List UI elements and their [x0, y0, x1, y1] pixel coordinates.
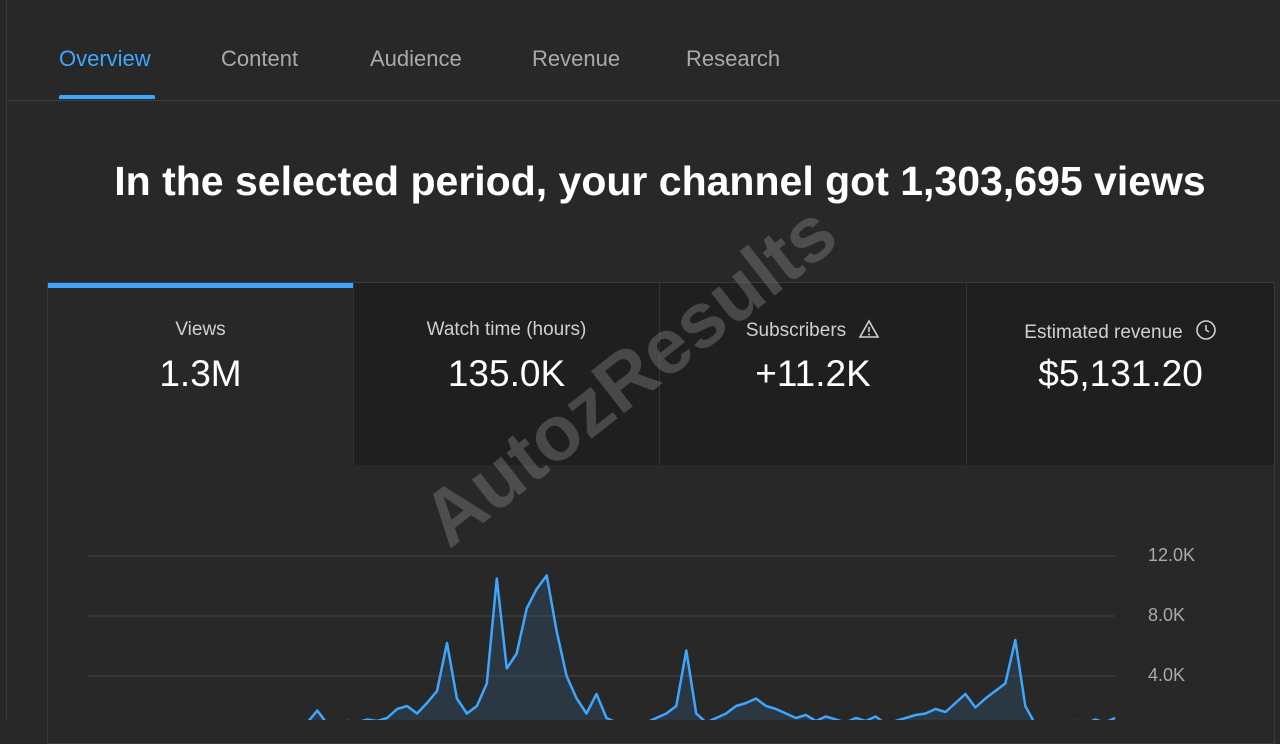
metric-value: 135.0K	[447, 353, 566, 394]
metric-card[interactable]: Estimated revenue $5,131.20	[966, 283, 1274, 465]
y-tick-label: 4.0K	[1148, 665, 1185, 685]
metric-card[interactable]: Watch time (hours) 135.0K	[353, 283, 659, 465]
area	[309, 575, 1115, 720]
metric-label: Estimated revenue	[967, 319, 1274, 344]
page: {"tabs": ["Overview", "Content", "Audien…	[6, 0, 1280, 744]
warning-icon	[858, 319, 880, 338]
metric-card[interactable]: Views 1.3M	[48, 283, 353, 465]
edge	[6, 0, 7, 720]
label-text: Views	[175, 319, 226, 340]
metric-value: 1.3M	[159, 353, 242, 394]
chart: 4.0K 8.0K 12.0K	[88, 545, 1195, 720]
tab[interactable]: Audience	[370, 46, 462, 71]
label-text: Watch time (hours)	[426, 319, 587, 340]
y-tick-label: 12.0K	[1148, 545, 1195, 565]
clock-icon	[1195, 320, 1216, 340]
y-tick-label: 8.0K	[1148, 605, 1185, 625]
metric-card[interactable]: Subscribers +11.2K	[659, 283, 966, 465]
metric-value: +11.2K	[755, 353, 871, 394]
metric-label: Watch time (hours)	[354, 319, 659, 341]
metric-label: Views	[48, 319, 353, 341]
tab[interactable]: Research	[686, 46, 781, 71]
tab-indicator	[59, 95, 155, 99]
metric-value: $5,131.20	[1038, 353, 1203, 394]
headline: In the selected period, your channel got…	[114, 158, 1206, 204]
divider	[7, 100, 1280, 101]
tab[interactable]: Content	[221, 46, 299, 71]
label-text: Estimated revenue	[1024, 322, 1183, 343]
metric-label: Subscribers	[660, 319, 966, 342]
tab[interactable]: Revenue	[532, 46, 621, 71]
label-text: Subscribers	[745, 320, 847, 341]
line	[307, 574, 1116, 720]
tab[interactable]: Overview	[59, 46, 151, 71]
